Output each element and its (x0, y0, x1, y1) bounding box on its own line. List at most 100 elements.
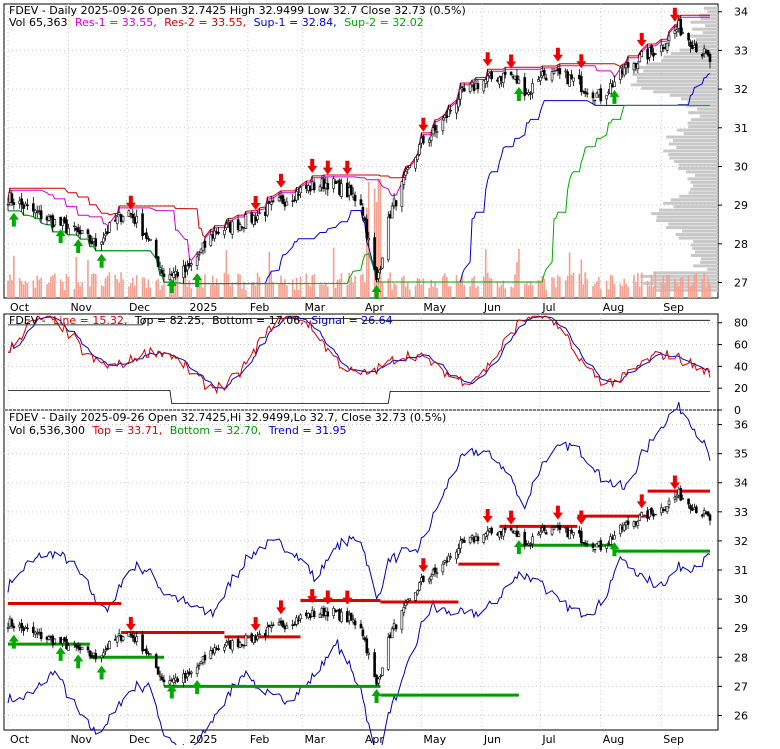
profile-bar (690, 20, 718, 24)
band-candle (373, 652, 376, 677)
price-candle (32, 203, 35, 212)
band-candle (281, 620, 285, 628)
price-candle (104, 233, 107, 237)
price-candle (490, 71, 493, 80)
profile-bar (659, 208, 718, 212)
price-candle (6, 203, 10, 206)
price-candle (523, 77, 527, 96)
volume-bar (130, 283, 132, 298)
band-candle (636, 521, 640, 526)
volume-bar (295, 278, 298, 298)
profile-bar (696, 45, 718, 49)
band-y-tick-label: 31 (734, 564, 748, 577)
band-candle (176, 678, 179, 682)
x-tick-label: Feb (250, 733, 269, 745)
band-candle (149, 653, 152, 656)
macd-y-tick-label: 60 (734, 339, 748, 352)
band-candle (490, 527, 493, 534)
volume-bar (270, 272, 273, 298)
x-tick-label: Nov (70, 733, 92, 745)
band-candle (108, 641, 111, 649)
price-candle (613, 81, 616, 87)
price-candle (673, 30, 677, 34)
price-candle (626, 62, 630, 68)
volume-bar (551, 277, 553, 298)
volume-bar (272, 281, 274, 298)
price-candle (145, 232, 148, 239)
volume-bar (473, 276, 475, 298)
x-tick-label: Sep (663, 301, 684, 314)
volume-bar (516, 261, 518, 298)
price-candle (213, 230, 216, 239)
volume-bar (578, 273, 581, 298)
price-candle (394, 200, 398, 207)
volume-bar (297, 289, 300, 298)
profile-bar (693, 264, 718, 268)
band-header: FDEV - Daily 2025-09-26 Open 32.7425,Hi … (9, 411, 446, 424)
price-candle (172, 272, 176, 278)
volume-bar (348, 272, 351, 298)
x-tick-label: May (423, 733, 446, 745)
volume-bar (687, 275, 690, 298)
macd-lines (7, 315, 711, 404)
volume-bar (229, 286, 232, 298)
volume-bar (311, 275, 313, 298)
profile-bar (669, 93, 718, 97)
volume-bar (557, 275, 559, 298)
band-candle (117, 633, 121, 636)
band-y-tick-label: 30 (734, 593, 748, 606)
x-tick-label: Aug (603, 733, 624, 745)
price-candle (297, 193, 300, 196)
volume-bar (176, 274, 179, 298)
volume-bar (596, 281, 598, 298)
profile-bar (661, 58, 718, 62)
price-indicator-lines (7, 14, 711, 285)
price-candle (585, 92, 589, 95)
price-candle (539, 76, 542, 81)
macd-y-tick-label: 40 (734, 360, 748, 373)
band-candle (418, 582, 421, 591)
band-candle (455, 551, 458, 560)
price-candle (558, 68, 562, 75)
price-down-arrow (482, 52, 493, 67)
price-candle (135, 216, 138, 224)
band-candle (544, 532, 548, 535)
band-y-axis: 26 27 28 29 30 31 32 33 34 35 36 (718, 419, 748, 722)
volume-bar (161, 285, 163, 298)
band-candle (203, 654, 207, 661)
price-candle (377, 272, 380, 279)
profile-bar (687, 121, 718, 125)
price-candle (334, 181, 337, 185)
volume-bar (518, 248, 520, 298)
price-candle (622, 67, 626, 76)
volume-bar (381, 282, 384, 298)
band-candles (6, 485, 712, 688)
macd-signal-line (7, 315, 711, 389)
band-candle (225, 642, 228, 646)
price-candle (406, 167, 410, 170)
price-down-arrow (506, 54, 517, 69)
profile-bar (665, 226, 718, 230)
volume-bar (323, 285, 325, 298)
band-up-arrow (371, 688, 382, 703)
price-candle (190, 263, 193, 266)
price-candle (550, 71, 554, 81)
band-candle (326, 611, 330, 617)
band-candle (217, 648, 220, 650)
band-candle (654, 513, 657, 516)
volume-bar (633, 274, 635, 298)
profile-bar (668, 222, 718, 226)
profile-bar (677, 166, 718, 170)
band-up-arrow (55, 646, 66, 661)
volume-bar (635, 282, 637, 298)
band-candle (414, 591, 417, 601)
band-candle (404, 602, 408, 607)
volume-bar (182, 272, 185, 298)
band-candle (223, 646, 226, 651)
volume-bar (693, 274, 696, 298)
band-candle (638, 514, 642, 521)
band-candle (402, 607, 406, 613)
profile-bar (672, 139, 718, 143)
volume-bar (163, 283, 165, 298)
band-candle (408, 598, 412, 601)
